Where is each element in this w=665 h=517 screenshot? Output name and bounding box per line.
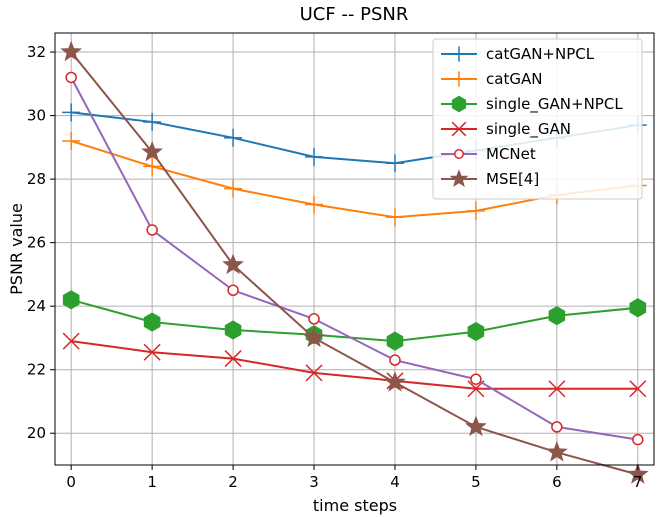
data-point-plus	[143, 112, 162, 131]
x-tick-label: 3	[309, 473, 319, 491]
y-axis: 20 22 24 26 28 30 32	[27, 43, 55, 442]
x-tick-label: 4	[390, 473, 400, 491]
x-tick-label: 0	[66, 473, 76, 491]
data-point-circle	[227, 284, 239, 297]
y-tick-label: 22	[27, 361, 46, 379]
series-single-gan	[62, 332, 647, 398]
y-tick-label: 26	[27, 234, 46, 252]
data-point-x	[62, 332, 80, 350]
legend-item: single_GAN	[441, 120, 571, 139]
data-point-star	[222, 253, 244, 275]
legend: catGAN+NPCL catGAN single_GAN+NPCL single_G…	[432, 38, 643, 200]
y-tick-label: 30	[27, 107, 46, 125]
data-point-star	[303, 326, 325, 348]
legend-label: catGAN	[486, 70, 542, 88]
data-point-hexagon	[467, 322, 485, 342]
series-single-gan-npcl	[62, 290, 647, 351]
data-point-x	[143, 343, 161, 361]
data-point-circle	[389, 354, 401, 366]
series-layer	[60, 40, 649, 484]
legend-label: MCNet	[486, 145, 536, 163]
data-point-hexagon	[224, 320, 242, 340]
y-tick-label: 24	[27, 297, 46, 315]
series-line	[71, 340, 638, 390]
legend-label: MSE[4]	[486, 170, 539, 188]
data-point-hexagon	[386, 331, 404, 351]
chart-title: UCF -- PSNR	[300, 4, 409, 25]
x-tick-label: 5	[471, 473, 481, 491]
y-axis-label: PSNR value	[7, 203, 26, 295]
data-point-plus	[385, 154, 404, 173]
data-point-plus	[62, 103, 81, 122]
series-line	[70, 51, 639, 476]
data-point-plus	[305, 147, 324, 166]
data-point-hexagon	[548, 306, 566, 326]
data-point-x	[451, 121, 467, 137]
data-point-x	[305, 364, 323, 382]
legend-label: catGAN+NPCL	[486, 45, 595, 63]
data-point-star	[60, 40, 83, 62]
data-point-plus	[224, 179, 243, 198]
data-point-star	[384, 370, 406, 392]
x-tick-label: 6	[552, 473, 562, 491]
data-point-star	[626, 463, 649, 484]
data-point-circle	[146, 224, 158, 236]
legend-item: MSE[4]	[441, 169, 539, 188]
data-point-circle	[470, 373, 482, 385]
series-mse-4	[60, 40, 649, 484]
data-point-star	[465, 415, 487, 437]
legend-item: single_GAN+NPCL	[441, 95, 623, 114]
data-point-hexagon	[143, 312, 161, 332]
x-tick-label: 1	[147, 473, 157, 491]
data-point-plus	[62, 132, 81, 150]
data-point-star	[545, 440, 568, 462]
series-line	[70, 298, 638, 343]
x-tick-label: 2	[228, 473, 238, 491]
legend-label: single_GAN	[486, 120, 571, 139]
data-point-plus	[305, 195, 324, 214]
data-point-circle	[454, 149, 464, 159]
x-tick-label: 7	[633, 473, 643, 491]
data-point-circle	[65, 71, 77, 84]
data-point-plus	[466, 201, 485, 220]
y-tick-label: 20	[27, 424, 46, 442]
x-axis-label: time steps	[313, 496, 397, 515]
legend-item: catGAN	[441, 70, 542, 88]
data-point-plus	[224, 128, 243, 147]
data-point-plus	[143, 157, 162, 176]
data-point-circle	[308, 313, 320, 325]
data-point-circle	[632, 433, 644, 446]
y-tick-label: 28	[27, 170, 46, 188]
legend-item: MCNet	[441, 145, 536, 163]
data-point-hexagon	[62, 290, 80, 310]
series-line	[70, 77, 638, 441]
data-point-x	[548, 380, 566, 398]
data-point-plus	[451, 71, 467, 87]
data-point-x	[629, 380, 647, 398]
data-point-hexagon	[629, 298, 647, 318]
data-point-x	[224, 350, 242, 368]
data-point-plus	[385, 208, 404, 227]
data-point-star	[141, 140, 164, 162]
data-point-star	[449, 169, 469, 188]
data-point-plus	[451, 46, 467, 62]
data-point-hexagon	[451, 95, 467, 113]
legend-box	[432, 38, 643, 200]
y-tick-label: 32	[27, 43, 46, 61]
data-point-circle	[551, 421, 563, 433]
x-axis: 0 1 2 3 4 5 6 7	[66, 465, 643, 491]
plot-frame	[54, 32, 655, 466]
legend-label: single_GAN+NPCL	[486, 95, 623, 114]
series-mcnet	[65, 71, 644, 446]
legend-item: catGAN+NPCL	[441, 45, 595, 63]
